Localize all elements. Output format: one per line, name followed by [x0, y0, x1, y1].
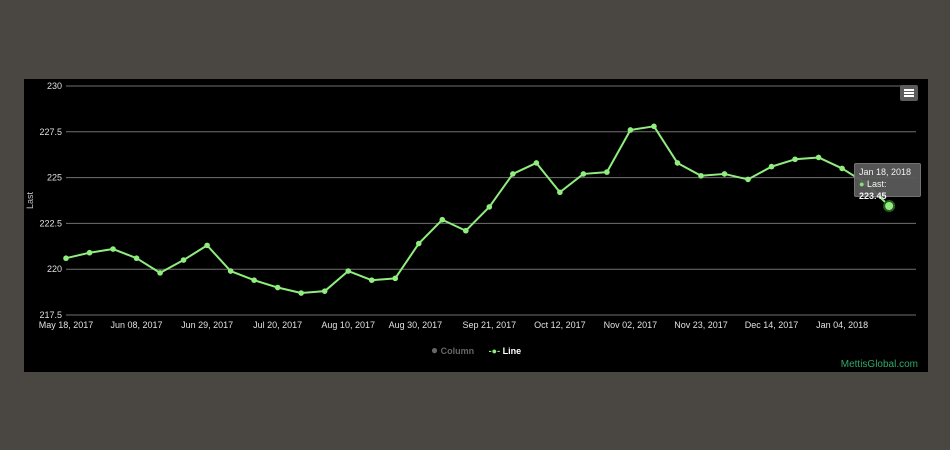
- x-tick-label: Nov 02, 2017: [604, 320, 658, 330]
- data-point: [227, 268, 234, 274]
- data-point: [604, 169, 610, 175]
- y-tick-label: 217.5: [39, 310, 62, 320]
- data-point: [180, 257, 187, 263]
- tooltip-value-row: ● Last: 223.45: [859, 178, 916, 202]
- legend: ● Column -●- Line: [24, 343, 928, 357]
- data-point: [533, 160, 540, 166]
- x-tick-label: Aug 10, 2017: [321, 320, 375, 330]
- data-point: [768, 163, 775, 170]
- y-tick-label: 222.5: [39, 218, 62, 228]
- data-point: [580, 171, 587, 177]
- tooltip-date: Jan 18, 2018: [859, 167, 912, 177]
- data-point: [345, 268, 352, 274]
- x-tick-label: Sep 21, 2017: [463, 320, 517, 330]
- x-tick-label: Jan 04, 2018: [816, 320, 868, 330]
- data-point: [368, 277, 375, 283]
- data-point: [721, 171, 728, 177]
- data-point: [321, 288, 328, 294]
- data-point: [792, 156, 798, 163]
- y-tick-label: 227.5: [39, 127, 62, 137]
- hamburger-icon: [904, 89, 914, 91]
- y-tick-label: 220: [47, 264, 62, 274]
- legend-label-line: Line: [502, 346, 522, 356]
- series-line: [65, 125, 890, 295]
- data-point: [298, 290, 304, 296]
- y-axis-label: Last: [25, 191, 35, 209]
- legend-item-column[interactable]: ● Column: [431, 343, 474, 357]
- data-point: [251, 277, 257, 283]
- chart-menu-button[interactable]: [900, 85, 918, 101]
- data-point: [651, 123, 657, 130]
- x-tick-label: Nov 23, 2017: [674, 320, 728, 330]
- data-point: [698, 172, 704, 179]
- x-tick-label: Oct 12, 2017: [534, 320, 586, 330]
- data-point: [63, 255, 69, 262]
- x-tick-label: Aug 30, 2017: [389, 320, 443, 330]
- y-tick-label: 230: [47, 81, 62, 91]
- data-point: [204, 242, 210, 249]
- data-point: [415, 240, 422, 247]
- data-point: [392, 275, 399, 282]
- hamburger-icon-line: [904, 92, 914, 94]
- data-point: [486, 204, 493, 210]
- x-tick-label: Dec 14, 2017: [745, 320, 799, 330]
- data-point: [110, 246, 116, 252]
- tooltip-dot: ●: [859, 179, 865, 189]
- data-point: [86, 249, 93, 256]
- data-point: [815, 154, 822, 161]
- data-point: [557, 189, 563, 196]
- hamburger-icon-line: [904, 95, 914, 97]
- tooltip: Jan 18, 2018 ● Last: 223.45: [854, 163, 921, 201]
- y-tick-label: 225: [47, 173, 62, 183]
- x-tick-label: Jun 29, 2017: [181, 320, 233, 330]
- data-point: [439, 216, 446, 223]
- data-point: [674, 160, 681, 166]
- data-point: [133, 255, 140, 262]
- data-point: [274, 284, 281, 291]
- tooltip-label: Last:: [866, 179, 887, 189]
- data-point: [157, 270, 163, 276]
- line-chart: 217.5 220 222.5 225 227.5 230 Last May 18, 2017…: [25, 81, 916, 330]
- data-point: [745, 176, 751, 183]
- legend-label-column: Column: [440, 346, 475, 356]
- credit-link[interactable]: MettisGlobal.com: [840, 359, 918, 370]
- legend-dot-column: ●: [430, 343, 439, 357]
- data-point: [510, 171, 516, 177]
- data-point: [463, 227, 469, 234]
- x-tick-label: May 18, 2017: [39, 320, 94, 330]
- legend-line-marker: -●-: [488, 346, 501, 356]
- tooltip-value: 223.45: [859, 191, 887, 201]
- x-tick-label: Jul 20, 2017: [253, 320, 302, 330]
- legend-item-line[interactable]: -●- Line: [489, 346, 521, 356]
- x-tick-label: Jun 08, 2017: [111, 320, 163, 330]
- data-point: [627, 127, 634, 133]
- chart-panel: 217.5 220 222.5 225 227.5 230 Last May 18, 2017…: [24, 79, 928, 372]
- data-point-highlighted: [883, 199, 896, 212]
- data-point: [839, 165, 845, 172]
